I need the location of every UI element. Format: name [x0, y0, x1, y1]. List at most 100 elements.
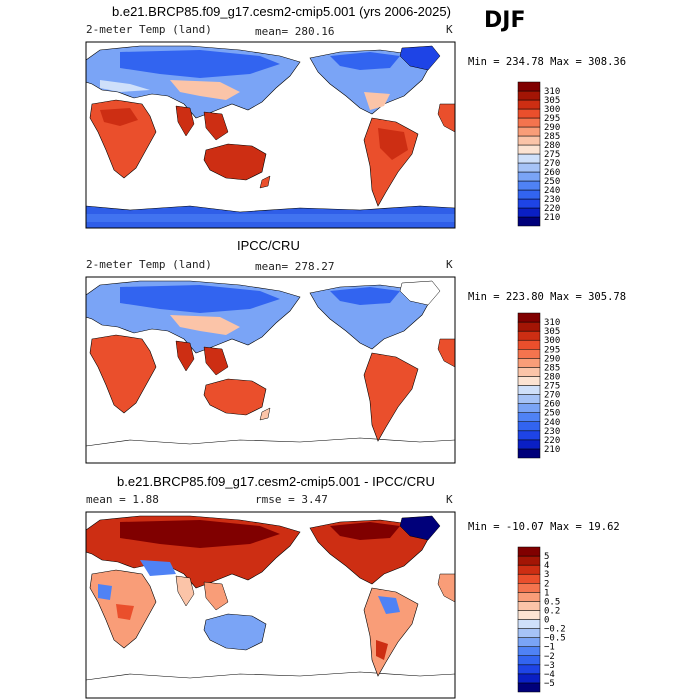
colorbar-swatch: [517, 646, 541, 656]
colorbar-tick-label: 260: [544, 168, 560, 178]
colorbar-tick-label: 230: [544, 195, 560, 205]
panel3-unit: K: [446, 493, 453, 506]
colorbar-swatch: [517, 637, 541, 647]
colorbar-tick-label: 210: [544, 445, 560, 455]
panel2-unit: K: [446, 258, 453, 271]
panel2-map: [85, 276, 456, 464]
colorbar-tick-label: 4: [544, 561, 549, 571]
colorbar-swatch: [517, 207, 541, 218]
colorbar-swatch: [517, 216, 541, 227]
colorbar-swatch: [517, 673, 541, 684]
colorbar-swatch: [517, 126, 541, 137]
colorbar-swatch: [517, 448, 541, 459]
colorbar-tick-label: 230: [544, 427, 560, 437]
panel1-unit: K: [446, 23, 453, 36]
colorbar-tick-label: 300: [544, 336, 560, 346]
colorbar-tick-label: 305: [544, 96, 560, 106]
colorbar-swatch: [517, 321, 541, 332]
colorbar-tick-label: 290: [544, 354, 560, 364]
colorbar-swatch: [517, 90, 541, 101]
colorbar-swatch: [517, 610, 541, 620]
panel3-map: [85, 511, 456, 699]
colorbar-swatch: [517, 403, 541, 413]
colorbar-swatch: [517, 189, 541, 200]
colorbar-swatch: [517, 162, 541, 173]
colorbar-swatch: [517, 135, 541, 146]
colorbar-swatch: [517, 99, 541, 110]
colorbar-tick-label: 260: [544, 400, 560, 410]
colorbar-tick-label: 1: [544, 588, 549, 598]
australia: [203, 143, 267, 181]
colorbar-tick-label: 300: [544, 105, 560, 115]
colorbar-swatch: [517, 682, 541, 693]
colorbar-swatch: [517, 367, 541, 377]
colorbar-swatch: [517, 144, 541, 155]
season-label: DJF: [484, 8, 526, 33]
colorbar-swatch: [517, 564, 541, 575]
colorbar-tick-label: 210: [544, 213, 560, 223]
colorbar-swatch: [517, 628, 541, 638]
colorbar-tick-label: 3: [544, 570, 549, 580]
colorbar-tick-label: 290: [544, 123, 560, 133]
colorbar-panel2: 2102202302402502602702752802852902953003…: [517, 312, 560, 459]
colorbar-tick-label: −4: [544, 670, 555, 680]
colorbar-swatch: [517, 81, 541, 92]
colorbar-tick-label: −2: [544, 652, 555, 662]
panel1-variable: 2-meter Temp (land): [86, 23, 212, 36]
colorbar-tick-label: 270: [544, 391, 560, 401]
colorbar-swatch: [517, 312, 541, 323]
colorbar-tick-label: 240: [544, 186, 560, 196]
colorbar-swatch: [517, 421, 541, 432]
colorbar-tick-label: 280: [544, 141, 560, 151]
colorbar-swatch: [517, 171, 541, 182]
colorbar-swatch: [517, 546, 541, 557]
panel1-mean: mean= 280.16: [255, 25, 335, 38]
panel2-title: IPCC/CRU: [237, 238, 300, 253]
colorbar-tick-label: 5: [544, 552, 549, 562]
colorbar-swatch: [517, 439, 541, 450]
colorbar-swatch: [517, 349, 541, 359]
panel3-minmax: Min = -10.07 Max = 19.62: [468, 521, 620, 533]
colorbar-tick-label: −1: [544, 643, 555, 653]
colorbar-tick-label: 275: [544, 150, 560, 160]
colorbar-tick-label: 0.2: [544, 606, 560, 616]
colorbar-tick-label: 2: [544, 579, 549, 589]
colorbar-swatch: [517, 108, 541, 119]
colorbar-tick-label: 305: [544, 327, 560, 337]
colorbar-swatch: [517, 153, 541, 164]
colorbar-swatch: [517, 619, 541, 629]
colorbar-swatch: [517, 583, 541, 593]
colorbar-tick-label: −0.2: [544, 625, 566, 635]
panel2-minmax: Min = 223.80 Max = 305.78: [468, 291, 627, 303]
colorbar-tick-label: −5: [544, 679, 555, 689]
panel3-mean: mean = 1.88: [86, 493, 159, 506]
colorbar-swatch: [517, 664, 541, 675]
colorbar-swatch: [517, 117, 541, 128]
colorbar-swatch: [517, 601, 541, 611]
colorbar-swatch: [517, 358, 541, 368]
colorbar-panel1: 2102202302402502602702752802852902953003…: [517, 81, 560, 227]
colorbar-tick-label: 220: [544, 436, 560, 446]
colorbar-tick-label: 220: [544, 204, 560, 214]
colorbar-swatch: [517, 385, 541, 395]
colorbar-tick-label: 0.5: [544, 597, 560, 607]
panel3-title: b.e21.BRCP85.f09_g17.cesm2-cmip5.001 - I…: [117, 474, 435, 489]
colorbar-tick-label: 250: [544, 409, 560, 419]
colorbar-tick-label: 310: [544, 87, 560, 97]
colorbar-swatch: [517, 180, 541, 191]
antarctica-outline: [86, 437, 455, 447]
panel1-title: b.e21.BRCP85.f09_g17.cesm2-cmip5.001 (yr…: [112, 4, 451, 19]
colorbar-swatch: [517, 573, 541, 584]
colorbar-swatch: [517, 592, 541, 602]
colorbar-swatch: [517, 430, 541, 441]
panel1-map: [85, 41, 456, 229]
colorbar-swatch: [517, 376, 541, 386]
colorbar-tick-label: −0.5: [544, 634, 566, 644]
colorbar-tick-label: 280: [544, 372, 560, 382]
colorbar-tick-label: 270: [544, 159, 560, 169]
colorbar-swatch: [517, 339, 541, 350]
colorbar-swatch: [517, 394, 541, 404]
colorbar-swatch: [517, 555, 541, 566]
